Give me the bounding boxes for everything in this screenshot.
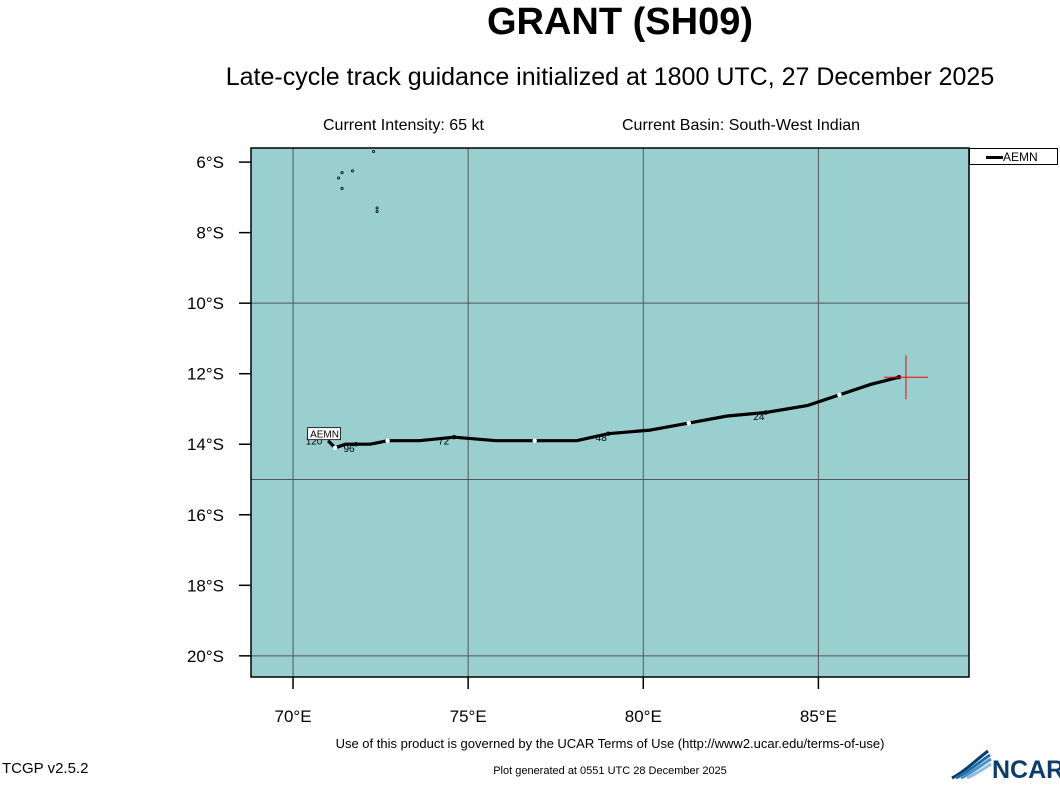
legend-swatch-aemn <box>986 156 1003 159</box>
island <box>375 209 379 213</box>
island <box>351 169 355 173</box>
x-tick-label: 80°E <box>625 707 662 726</box>
subtitle: Late-cycle track guidance initialized at… <box>225 63 995 91</box>
forecast-hour-label: 120 <box>306 437 323 448</box>
x-tick-label: 70°E <box>275 707 312 726</box>
track-point <box>606 431 611 436</box>
terms-of-use: Use of this product is governed by the U… <box>335 736 885 751</box>
current-basin: Current Basin: South-West Indian <box>622 117 861 134</box>
map-ocean <box>251 148 969 677</box>
ncar-logo-text: NCAR <box>992 756 1060 780</box>
y-tick-label: 6°S <box>196 153 224 172</box>
track-point <box>332 445 338 450</box>
track-point <box>532 438 537 443</box>
current-intensity: Current Intensity: 65 kt <box>323 117 484 134</box>
y-tick-label: 18°S <box>187 576 224 595</box>
x-tick-label: 75°E <box>450 707 487 726</box>
track-point <box>837 392 842 398</box>
island <box>337 176 341 180</box>
map-frame <box>250 147 970 678</box>
track-end-label: AEMN <box>310 430 339 441</box>
x-tick-label: 85°E <box>800 707 837 726</box>
forecast-hour-label: 48 <box>596 433 608 444</box>
y-tick-label: 10°S <box>187 294 224 313</box>
island <box>372 150 376 154</box>
legend: AEMN <box>969 148 1058 165</box>
plot-generated-label: Plot generated at 0551 UTC 28 December 2… <box>493 765 727 777</box>
y-tick-label: 14°S <box>187 435 224 454</box>
forecast-hour-label: 96 <box>344 444 356 455</box>
y-tick-label: 12°S <box>187 365 224 384</box>
axis-ticks: 6°S 8°S 10°S 12°S 14°S 16°S 18°S 20°S 70°E 75°E 80… <box>187 153 837 726</box>
track-point <box>686 420 692 426</box>
forecast-hour-label: 24 <box>753 412 765 423</box>
legend-label-aemn: AEMN <box>1003 150 1038 164</box>
y-tick-label: 8°S <box>196 224 224 243</box>
y-tick-label: 20°S <box>187 647 224 666</box>
track-end-label-box <box>307 427 341 441</box>
ncar-logo: NCAR <box>950 748 1060 784</box>
track-point <box>353 442 359 447</box>
track-line-aemn <box>326 375 900 450</box>
island <box>340 187 344 191</box>
island <box>340 171 344 175</box>
map-grid <box>251 148 969 677</box>
version-label: TCGP v2.5.2 <box>2 760 89 777</box>
island <box>375 206 379 210</box>
page-title: GRANT (SH09) <box>486 1 754 43</box>
y-tick-label: 16°S <box>187 506 224 525</box>
track-point <box>451 434 457 440</box>
track-point <box>763 410 769 415</box>
forecast-hour-label: 72 <box>438 437 450 448</box>
track-point <box>385 438 390 443</box>
map-islands <box>337 150 379 213</box>
